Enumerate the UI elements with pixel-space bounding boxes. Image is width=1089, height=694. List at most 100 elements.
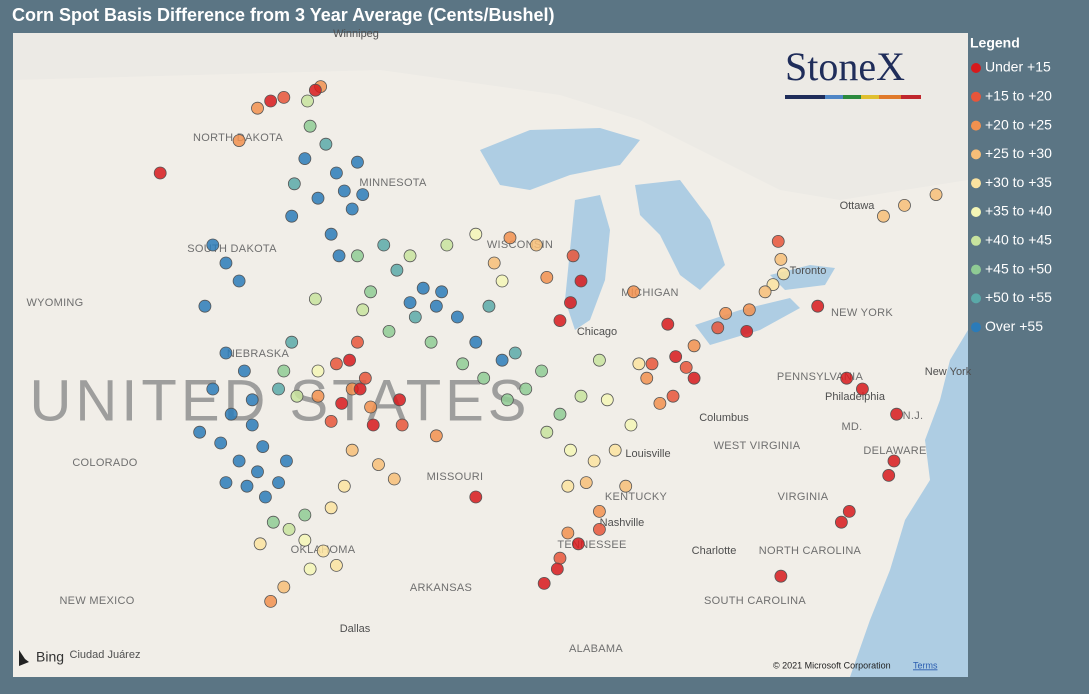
data-point <box>277 364 291 378</box>
data-point <box>224 407 238 421</box>
data-point <box>282 523 296 536</box>
data-point <box>856 382 869 396</box>
data-point <box>280 454 293 468</box>
data-point <box>774 569 788 583</box>
legend-label: +25 to +30 <box>985 145 1052 161</box>
data-point <box>640 371 654 385</box>
legend-swatch <box>971 120 981 131</box>
legend-label: +35 to +40 <box>985 203 1052 219</box>
data-point <box>372 458 385 472</box>
data-point <box>416 281 430 295</box>
ocean <box>850 330 968 677</box>
data-point <box>574 274 588 288</box>
data-point <box>619 479 633 493</box>
data-point <box>330 166 343 180</box>
data-point <box>311 389 325 403</box>
data-point <box>240 479 254 493</box>
map-label: DELAWARE <box>863 445 926 457</box>
data-point <box>266 515 280 529</box>
map-label: Toronto <box>790 265 827 277</box>
map-label: NEBRASKA <box>227 348 290 360</box>
data-point <box>245 393 259 407</box>
data-point <box>382 324 396 338</box>
data-point <box>456 357 470 371</box>
data-point <box>351 335 364 349</box>
data-point <box>206 238 220 252</box>
data-point <box>632 357 646 371</box>
data-point <box>898 198 911 212</box>
terms-link[interactable]: Terms <box>913 660 938 670</box>
data-point <box>253 537 267 551</box>
data-point <box>256 440 270 454</box>
data-point <box>219 476 233 490</box>
data-point <box>330 357 343 371</box>
data-point <box>324 414 338 428</box>
data-point <box>719 306 733 320</box>
data-point <box>564 443 577 457</box>
data-point <box>356 188 370 202</box>
data-point <box>840 371 854 385</box>
data-point <box>272 476 285 490</box>
data-point <box>687 339 701 353</box>
title: Corn Spot Basis Difference from 3 Year A… <box>12 5 555 25</box>
map-label: NEW MEXICO <box>59 595 134 607</box>
data-point <box>198 299 212 313</box>
data-point <box>469 490 483 504</box>
data-point <box>561 479 575 493</box>
data-point <box>311 191 325 205</box>
map-label: Ottawa <box>840 200 876 212</box>
data-point <box>553 407 567 421</box>
data-point <box>587 454 601 468</box>
map-label: SOUTH CAROLINA <box>704 595 806 607</box>
data-point <box>566 249 580 263</box>
data-point <box>206 382 220 396</box>
copyright: © 2021 Microsoft Corporation <box>773 660 891 670</box>
data-point <box>298 152 312 166</box>
data-point <box>324 227 338 241</box>
data-point <box>232 134 246 148</box>
logo: StoneX <box>785 44 905 89</box>
provider: Bing <box>36 649 64 665</box>
data-point <box>324 501 338 515</box>
data-point <box>237 364 251 378</box>
data-point <box>366 418 380 432</box>
data-point <box>537 577 551 590</box>
data-point <box>345 202 359 216</box>
legend-swatch <box>971 149 981 160</box>
data-point <box>277 580 291 594</box>
lake-erie <box>695 298 800 345</box>
data-point <box>251 465 264 479</box>
data-point <box>351 249 364 263</box>
data-point <box>219 256 233 270</box>
map-label: Chicago <box>577 326 617 338</box>
data-point <box>758 285 772 299</box>
data-point <box>811 299 825 313</box>
data-point <box>882 468 896 482</box>
data-point <box>351 155 364 169</box>
data-point <box>669 350 683 364</box>
data-point <box>264 595 278 608</box>
data-point <box>408 310 422 324</box>
map-label: WEST VIRGINIA <box>714 440 801 452</box>
data-point <box>387 472 401 486</box>
legend-label: Over +55 <box>985 318 1043 334</box>
data-point <box>550 562 564 576</box>
data-point <box>742 303 756 317</box>
data-point <box>332 249 346 263</box>
data-point <box>232 274 246 288</box>
lake-michigan <box>565 195 610 330</box>
data-point <box>774 252 788 266</box>
data-point <box>929 188 943 202</box>
map-label: Nashville <box>600 517 645 529</box>
bing-icon <box>19 650 29 666</box>
map-label: ARKANSAS <box>410 582 472 594</box>
data-point <box>337 479 351 493</box>
map-label: WYOMING <box>26 297 83 309</box>
data-point <box>777 267 790 281</box>
legend-label: +40 to +45 <box>985 232 1052 248</box>
map-label: MINNESOTA <box>359 177 427 189</box>
data-point <box>290 389 304 403</box>
map-label: NEW YORK <box>831 307 893 319</box>
data-point <box>469 335 483 349</box>
data-point <box>245 418 259 432</box>
